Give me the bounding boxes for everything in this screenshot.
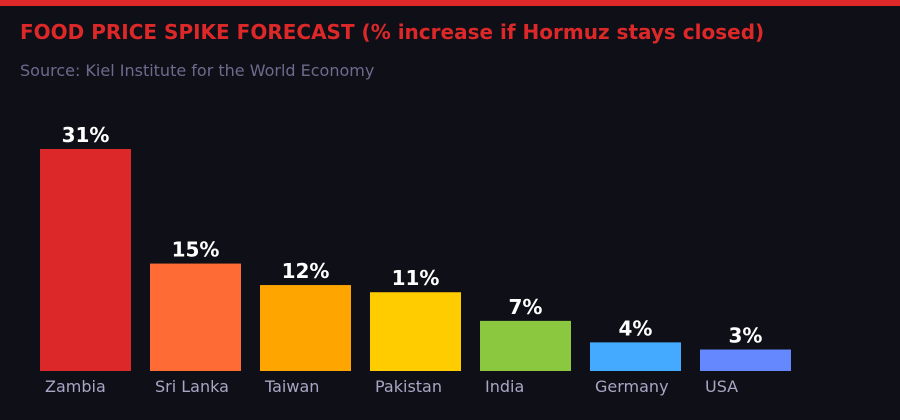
data-label: 11% xyxy=(392,266,440,290)
category-label: India xyxy=(485,377,524,396)
chart-subtitle: Source: Kiel Institute for the World Eco… xyxy=(20,61,375,80)
bar-sri-lanka xyxy=(150,263,241,371)
bar-india xyxy=(480,320,571,371)
category-label: USA xyxy=(705,377,738,396)
data-label: 12% xyxy=(282,259,330,283)
data-label: 4% xyxy=(619,316,653,340)
data-label: 3% xyxy=(729,324,763,348)
category-label: Zambia xyxy=(45,377,106,396)
category-label: Germany xyxy=(595,377,669,396)
bar-pakistan xyxy=(370,292,461,371)
data-label: 31% xyxy=(62,123,110,147)
category-label: Taiwan xyxy=(264,377,319,396)
category-label: Sri Lanka xyxy=(155,377,229,396)
bar-taiwan xyxy=(260,285,351,371)
bar-zambia xyxy=(40,149,131,371)
chart-title: FOOD PRICE SPIKE FORECAST (% increase if… xyxy=(20,20,765,44)
top-accent-stripe xyxy=(0,0,900,6)
category-label: Pakistan xyxy=(375,377,442,396)
data-label: 7% xyxy=(509,295,543,319)
data-label: 15% xyxy=(172,238,220,262)
bar-usa xyxy=(700,349,791,371)
bar-germany xyxy=(590,342,681,371)
